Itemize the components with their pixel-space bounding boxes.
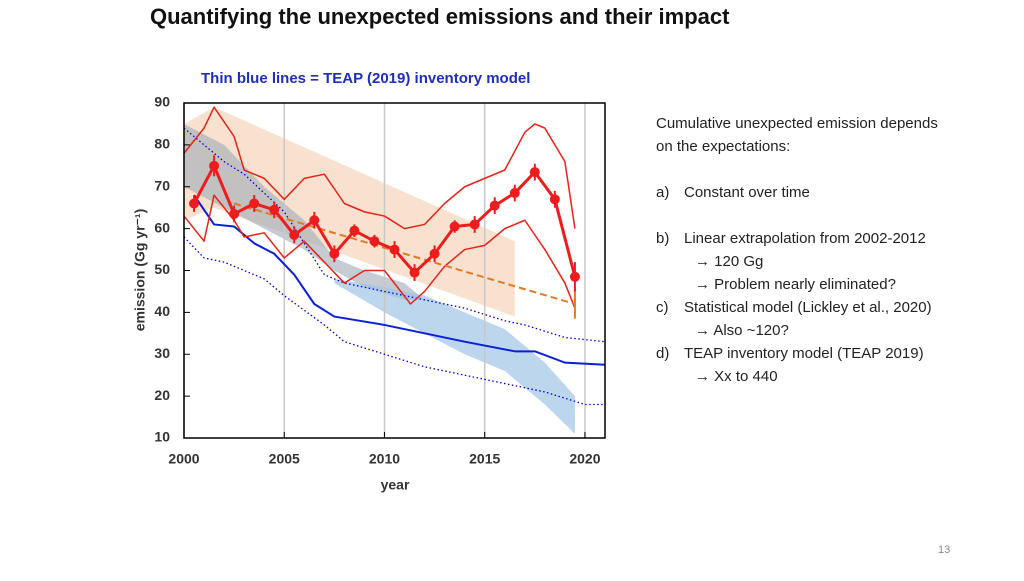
y-tick-label: 60 xyxy=(154,219,170,235)
data-point xyxy=(209,160,220,171)
data-point xyxy=(549,194,560,205)
data-point xyxy=(489,200,500,211)
note-marker: a) xyxy=(656,184,669,201)
note: Cumulative unexpected emission depends xyxy=(656,115,938,132)
y-tick-label: 80 xyxy=(154,136,170,152)
note: → Xx to 440 xyxy=(695,368,778,385)
y-tick-label: 70 xyxy=(154,177,170,193)
data-point xyxy=(249,198,260,209)
note-marker: c) xyxy=(656,299,669,316)
note: → Also ~120? xyxy=(695,322,789,339)
data-point xyxy=(409,267,420,278)
note-marker: d) xyxy=(656,345,669,362)
data-point xyxy=(429,248,440,259)
slide-title: Quantifying the unexpected emissions and… xyxy=(150,4,730,29)
page-number: 13 xyxy=(938,544,950,556)
uncertainty-band xyxy=(334,278,575,434)
data-point xyxy=(349,225,360,236)
note: → Problem nearly eliminated? xyxy=(695,276,896,293)
x-axis-label: year xyxy=(381,477,410,493)
series-line xyxy=(183,106,576,230)
plot-frame xyxy=(183,102,606,439)
data-point xyxy=(389,244,400,255)
data-point xyxy=(529,167,540,178)
y-axis-label: emission (Gg yr⁻¹) xyxy=(132,209,148,332)
chart-subtitle: Thin blue lines = TEAP (2019) inventory … xyxy=(201,70,530,87)
note: Linear extrapolation from 2002-2012 xyxy=(684,230,926,247)
series-line xyxy=(183,236,605,406)
y-tick-label: 10 xyxy=(154,429,170,445)
note-marker: b) xyxy=(656,230,669,247)
data-point xyxy=(189,198,200,209)
series-line xyxy=(183,127,606,343)
note: TEAP inventory model (TEAP 2019) xyxy=(684,345,924,362)
x-tick-label: 2000 xyxy=(168,451,199,467)
x-tick-label: 2015 xyxy=(469,451,500,467)
note: Statistical model (Lickley et al., 2020) xyxy=(684,299,932,316)
y-tick-label: 30 xyxy=(154,345,170,361)
x-tick-label: 2020 xyxy=(569,451,600,467)
series-line xyxy=(183,194,576,309)
note: on the expectations: xyxy=(656,138,790,155)
data-point xyxy=(509,188,520,199)
y-tick-label: 50 xyxy=(154,261,170,277)
data-point xyxy=(269,204,280,215)
data-point xyxy=(449,221,460,232)
data-point xyxy=(469,219,480,230)
note: Constant over time xyxy=(684,184,810,201)
x-tick-label: 2010 xyxy=(369,451,400,467)
series-line xyxy=(233,202,576,305)
y-tick-label: 90 xyxy=(154,94,170,110)
data-point xyxy=(329,248,340,259)
data-point xyxy=(569,271,580,282)
note: → 120 Gg xyxy=(695,253,763,270)
data-point xyxy=(369,236,380,247)
data-point xyxy=(309,215,320,226)
y-tick-label: 40 xyxy=(154,303,170,319)
uncertainty-band xyxy=(184,107,515,317)
y-tick-label: 20 xyxy=(154,387,170,403)
data-point xyxy=(289,229,300,240)
x-tick-label: 2005 xyxy=(269,451,300,467)
data-point xyxy=(229,208,240,219)
